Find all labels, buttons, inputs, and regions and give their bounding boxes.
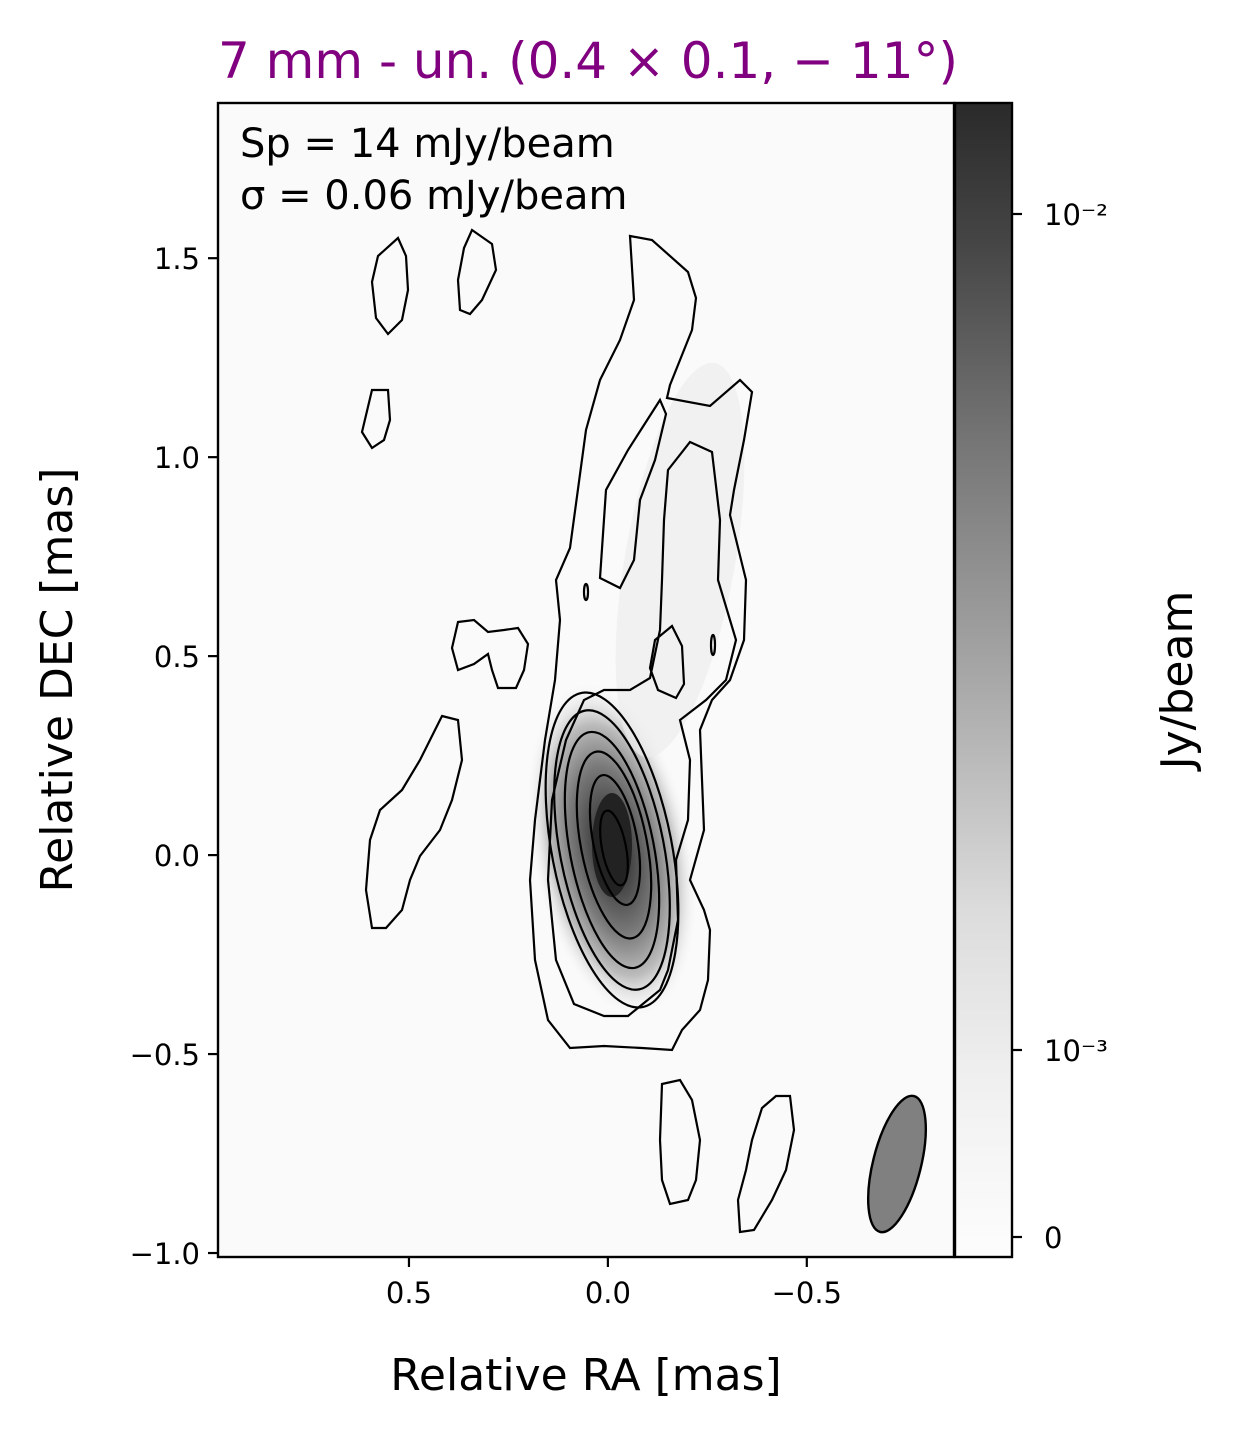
- colorbar-tick-label: 0: [1044, 1221, 1062, 1255]
- y-axis-label: Relative DEC [mas]: [32, 468, 83, 893]
- contour-5: [544, 691, 680, 1009]
- y-axis-ticks: 1.5 1.0 0.5 0.0 −0.5 −1.0: [130, 242, 218, 1271]
- colorbar: [953, 101, 1014, 1259]
- rms-annotation: σ = 0.06 mJy/beam: [240, 173, 627, 219]
- contour-outer: [528, 234, 754, 1052]
- x-tick-label: 0.5: [386, 1276, 432, 1310]
- contour-4: [648, 624, 686, 700]
- contour-2: [598, 397, 668, 590]
- beam-ellipse: [867, 1094, 927, 1234]
- contour-10: [599, 809, 629, 887]
- x-axis-ticks: 0.5 0.0 −0.5: [386, 1257, 842, 1310]
- y-tick-label: 0.5: [154, 640, 200, 674]
- contours: [360, 228, 796, 1234]
- chart-title: 7 mm - un. (0.4 × 0.1, − 11°): [218, 32, 958, 90]
- contour-island-1: [370, 236, 410, 336]
- colorbar-tick-label: 10⁻²: [1044, 198, 1108, 232]
- contour-7: [563, 730, 661, 970]
- y-tick-label: 1.0: [154, 441, 200, 475]
- colorbar-label: Jy/beam: [1152, 591, 1203, 773]
- x-axis-label: Relative RA [mas]: [390, 1350, 781, 1401]
- y-tick-label: 1.5: [154, 242, 200, 276]
- contour-island-5: [364, 714, 464, 930]
- y-tick-label: −1.0: [130, 1237, 200, 1271]
- y-tick-label: 0.0: [154, 839, 200, 873]
- contour-island-2: [456, 228, 498, 316]
- contour-island-4: [450, 618, 530, 690]
- x-tick-label: 0.0: [585, 1276, 631, 1310]
- contour-small-2: [709, 633, 717, 657]
- peak-flux-annotation: Sp = 14 mJy/beam: [240, 121, 615, 167]
- x-tick-label: −0.5: [772, 1276, 842, 1310]
- contour-6: [553, 709, 671, 991]
- contour-small-1: [582, 582, 590, 602]
- plot-background: [218, 103, 954, 1257]
- contour-8: [575, 750, 653, 940]
- contour-island-6: [658, 1078, 702, 1206]
- y-tick-label: −0.5: [130, 1038, 200, 1072]
- contour-9: [588, 773, 642, 907]
- colorbar-tick-label: 10⁻³: [1044, 1034, 1108, 1068]
- colorbar-ticks: 10⁻² 10⁻³ 0: [1012, 198, 1108, 1255]
- contour-island-3: [360, 388, 392, 450]
- contour-island-7: [736, 1094, 796, 1234]
